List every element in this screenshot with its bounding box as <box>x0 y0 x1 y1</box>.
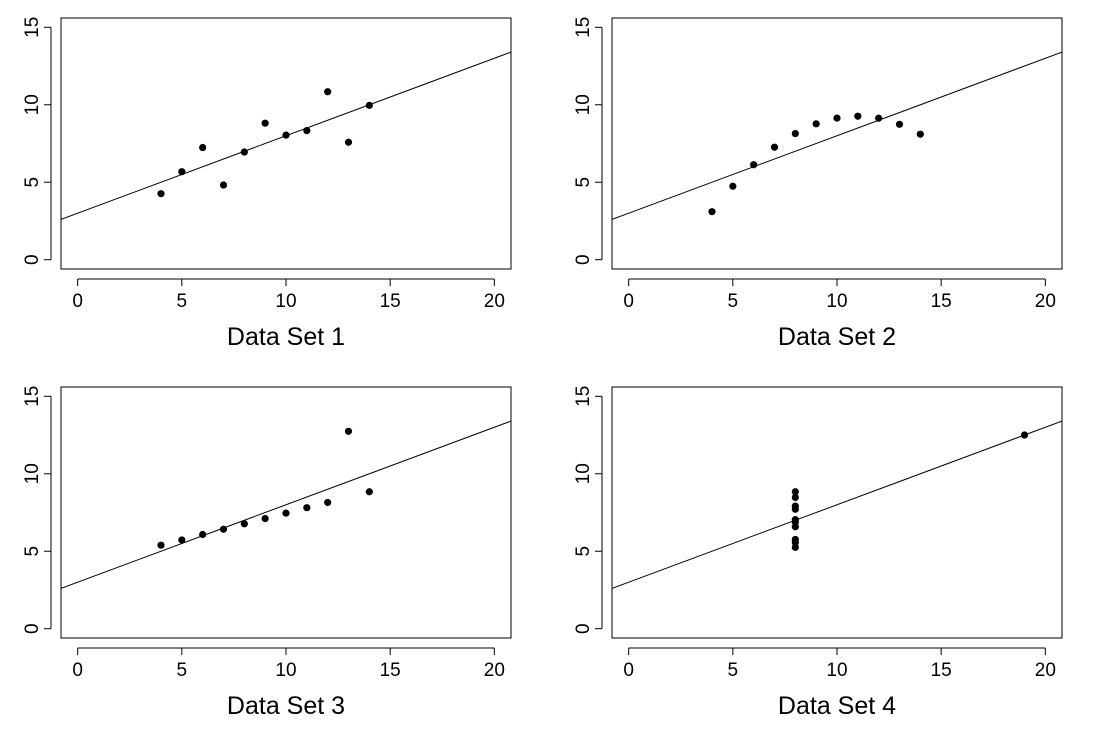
data-point-1-11 <box>365 101 373 109</box>
data-point-2-2 <box>729 182 737 190</box>
data-point-3-4 <box>219 525 228 533</box>
y-tick-label-2-15: 15 <box>573 17 594 38</box>
data-point-2-7 <box>833 114 841 122</box>
data-point-2-5 <box>791 129 799 138</box>
data-point-1-8 <box>303 127 311 135</box>
y-tick-label-3-15: 15 <box>22 386 43 407</box>
scatter-plot-4: 0 5 10 15 20 0 5 10 15 Data Set 4 <box>573 386 1063 720</box>
x-tick-label-3-5: 5 <box>177 660 188 681</box>
y-tick-label-2-10: 10 <box>573 94 594 115</box>
y-tick-label-1-10: 10 <box>22 94 43 115</box>
data-point-1-5 <box>240 148 248 156</box>
x-tick-label-3-0: 0 <box>72 660 83 681</box>
data-point-3-8 <box>303 504 311 512</box>
data-point-1-7 <box>282 131 290 139</box>
data-point-1-3 <box>199 143 207 152</box>
x-tick-label-3-15: 15 <box>380 660 401 681</box>
x-tick-label-4-0: 0 <box>623 660 634 681</box>
x-tick-label-1-5: 5 <box>177 291 188 312</box>
regression-line-3 <box>61 420 511 589</box>
y-tick-label-4-15: 15 <box>573 386 594 407</box>
panel-data-set-3: 0 5 10 15 20 0 5 10 15 Data Set 3 <box>0 369 551 738</box>
data-point-2-6 <box>812 120 820 128</box>
y-tick-label-1-5: 5 <box>22 177 43 188</box>
data-point-4-4 <box>791 488 799 496</box>
x-tick-label-1-10: 10 <box>275 291 296 312</box>
data-point-4-10 <box>791 502 799 510</box>
y-tick-label-4-0: 0 <box>573 623 594 634</box>
x-tick-label-1-20: 20 <box>484 291 505 312</box>
x-tick-label-2-0: 0 <box>623 291 634 312</box>
y-tick-label-2-5: 5 <box>573 177 594 188</box>
y-tick-label-4-5: 5 <box>573 546 594 557</box>
regression-line-2 <box>612 51 1062 220</box>
regression-line-4 <box>612 420 1062 589</box>
data-point-2-9 <box>875 114 883 122</box>
data-point-3-3 <box>199 530 207 539</box>
data-point-2-4 <box>770 143 779 151</box>
data-point-3-1 <box>157 541 165 549</box>
data-point-2-11 <box>916 130 924 138</box>
data-point-3-2 <box>178 536 186 544</box>
data-point-4-8 <box>1020 431 1029 439</box>
data-point-3-11 <box>365 488 373 496</box>
y-tick-label-3-10: 10 <box>22 463 43 484</box>
data-point-1-2 <box>178 168 186 176</box>
x-tick-label-4-20: 20 <box>1035 660 1056 681</box>
scatter-plot-1: 0 5 10 15 20 0 5 10 15 Data Set 1 <box>22 17 512 351</box>
data-point-1-4 <box>219 181 228 189</box>
data-point-2-3 <box>750 161 758 169</box>
x-tick-label-3-20: 20 <box>484 660 505 681</box>
x-tick-label-3-10: 10 <box>275 660 296 681</box>
data-point-3-6 <box>261 514 269 523</box>
plot-area-2 <box>611 17 1063 270</box>
y-tick-label-2-0: 0 <box>573 254 594 265</box>
x-tick-label-4-5: 5 <box>728 660 739 681</box>
data-point-1-9 <box>324 88 332 96</box>
panel-data-set-1: 0 5 10 15 20 0 5 10 15 Data Set 1 <box>0 0 551 369</box>
x-tick-label-4-15: 15 <box>931 660 952 681</box>
x-tick-label-1-15: 15 <box>380 291 401 312</box>
x-axis-title-3: Data Set 3 <box>227 692 345 720</box>
x-tick-label-1-0: 0 <box>72 291 83 312</box>
data-point-3-5 <box>240 520 248 528</box>
data-point-2-1 <box>708 208 716 216</box>
data-point-4-11 <box>791 518 799 526</box>
x-tick-label-2-10: 10 <box>826 291 847 312</box>
data-point-2-10 <box>895 120 904 128</box>
y-tick-label-1-0: 0 <box>22 254 43 265</box>
data-point-1-6 <box>261 119 269 127</box>
plot-area-1 <box>60 17 512 270</box>
x-axis-title-1: Data Set 1 <box>227 323 345 351</box>
x-tick-label-2-20: 20 <box>1035 291 1056 312</box>
x-tick-label-4-10: 10 <box>826 660 847 681</box>
x-axis-title-2: Data Set 2 <box>778 323 896 351</box>
data-point-4-9 <box>791 538 799 547</box>
data-point-1-10 <box>344 138 353 146</box>
data-point-2-8 <box>854 112 862 120</box>
scatter-plot-3: 0 5 10 15 20 0 5 10 15 Data Set 3 <box>22 386 512 720</box>
y-tick-label-4-10: 10 <box>573 463 594 484</box>
data-point-1-1 <box>157 190 165 198</box>
y-tick-label-3-0: 0 <box>22 623 43 634</box>
panel-data-set-4: 0 5 10 15 20 0 5 10 15 Data Set 4 <box>551 369 1102 738</box>
plot-area-3 <box>60 386 512 639</box>
data-point-3-10 <box>344 427 353 435</box>
data-point-3-9 <box>324 498 332 507</box>
panel-data-set-2: 0 5 10 15 20 0 5 10 15 Data Set 2 <box>551 0 1102 369</box>
y-tick-label-1-15: 15 <box>22 17 43 38</box>
plot-area-4 <box>611 386 1063 639</box>
x-tick-label-2-15: 15 <box>931 291 952 312</box>
data-point-3-7 <box>282 509 290 517</box>
x-axis-title-4: Data Set 4 <box>778 692 896 720</box>
data-point-4-5 <box>791 493 799 502</box>
x-tick-label-2-5: 5 <box>728 291 739 312</box>
y-tick-label-3-5: 5 <box>22 546 43 557</box>
scatter-plot-2: 0 5 10 15 20 0 5 10 15 Data Set 2 <box>573 17 1063 351</box>
